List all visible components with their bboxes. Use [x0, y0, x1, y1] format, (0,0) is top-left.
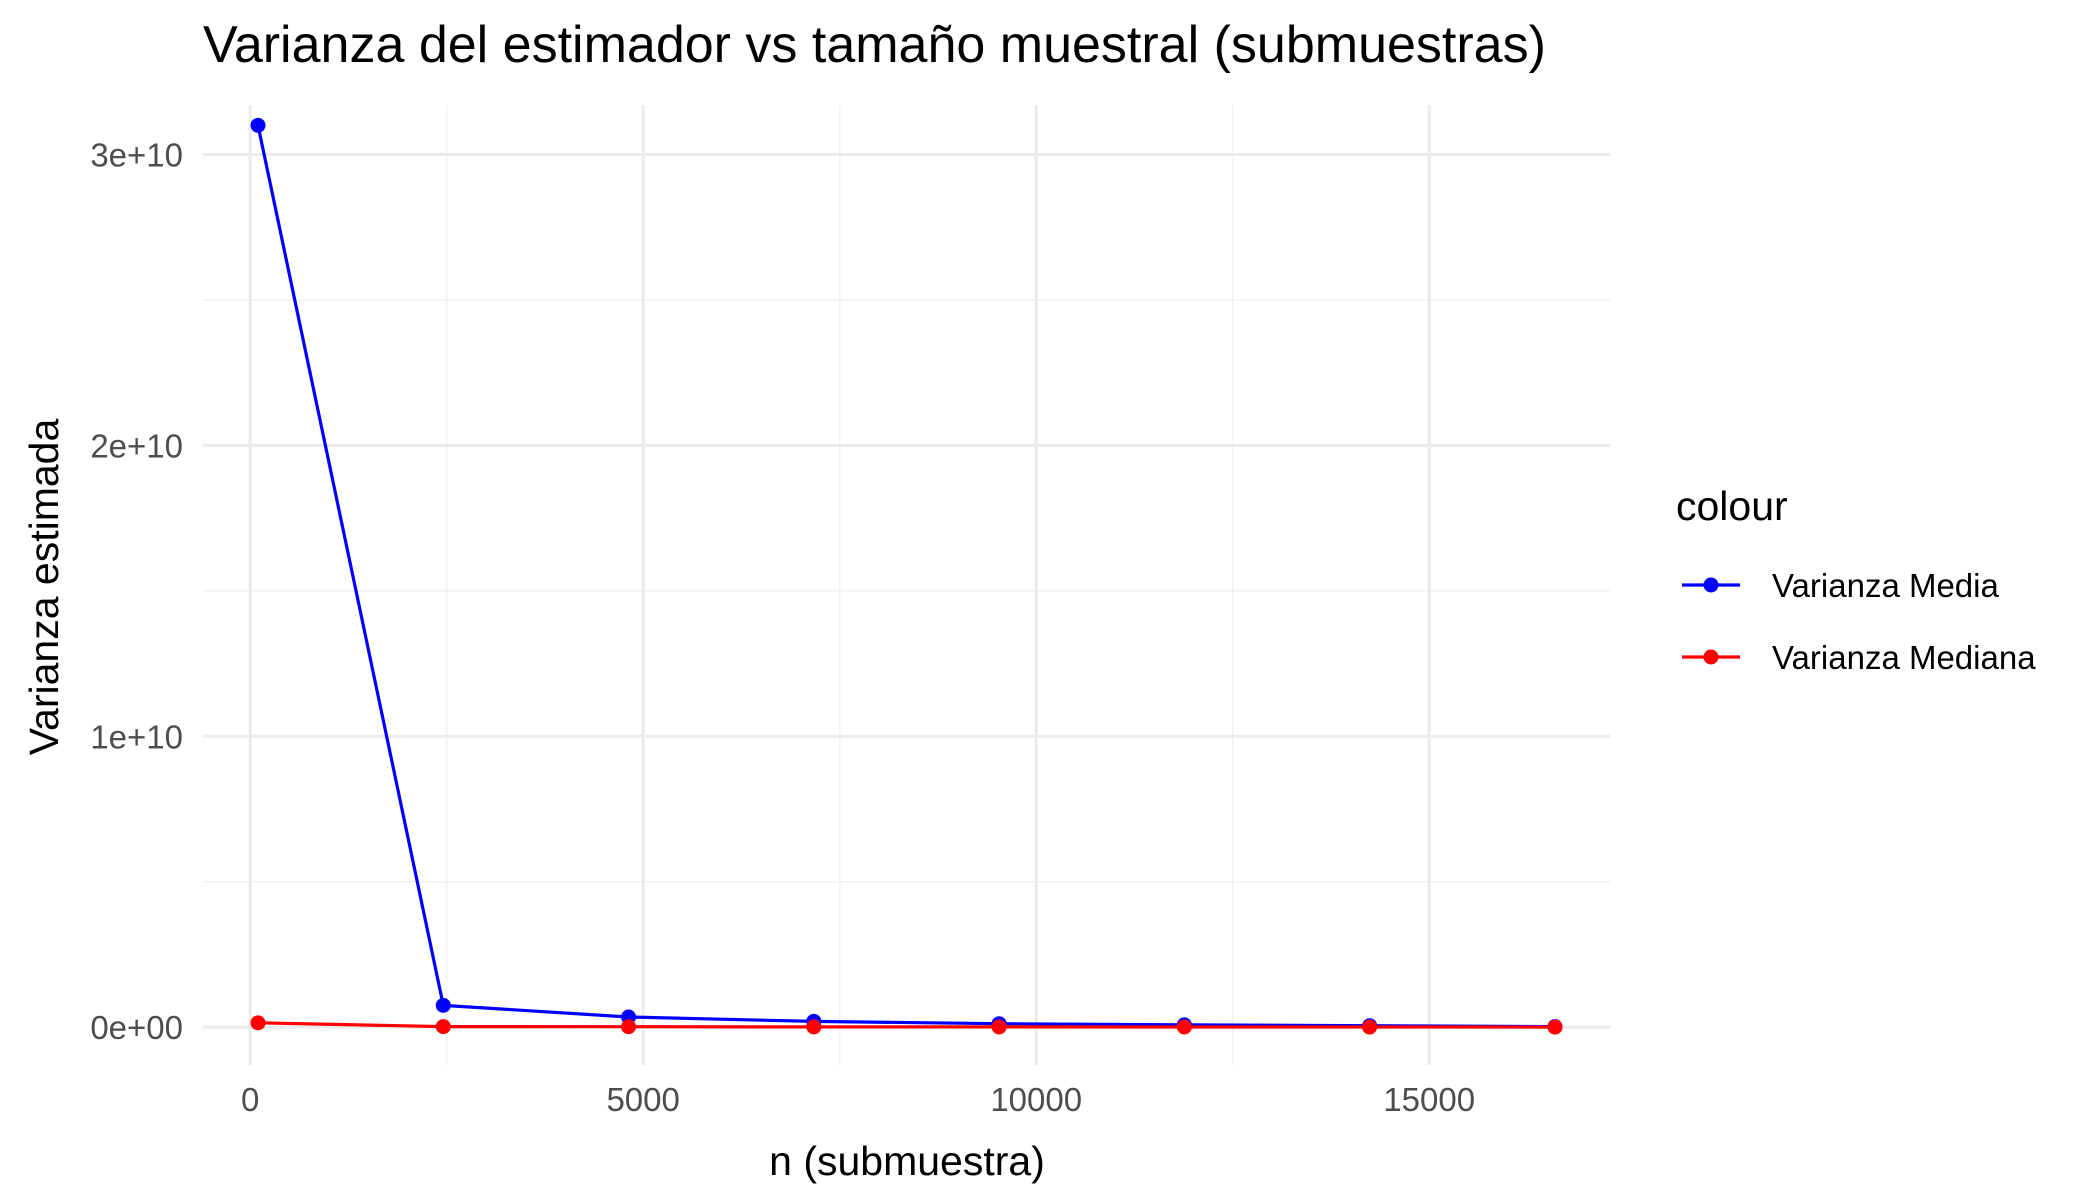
series-layer [250, 117, 1563, 1035]
data-point-varianza-mediana [1547, 1019, 1563, 1035]
x-axis-title: n (submuestra) [769, 1138, 1045, 1184]
data-point-varianza-mediana [991, 1019, 1007, 1035]
data-point-varianza-mediana [806, 1019, 822, 1035]
data-point-varianza-mediana [1176, 1019, 1192, 1035]
data-point-varianza-mediana [1362, 1019, 1378, 1035]
data-point-varianza-media [435, 997, 451, 1013]
legend-items: Varianza Media Varianza Mediana [1682, 567, 2036, 676]
x-tick-label: 0 [241, 1081, 259, 1118]
data-point-varianza-media [250, 117, 266, 133]
legend: colour Varianza Media Varianza Mediana [1676, 483, 2036, 676]
x-tick-label: 5000 [606, 1081, 679, 1118]
data-point-varianza-mediana [435, 1019, 451, 1035]
tick-labels: 0e+00 1e+10 2e+10 3e+10 0 5000 10000 15000 [90, 136, 1475, 1118]
legend-key-point [1703, 577, 1719, 593]
legend-label: Varianza Media [1772, 567, 1999, 604]
legend-key-point [1703, 649, 1719, 665]
y-tick-label: 2e+10 [90, 427, 183, 464]
legend-item-varianza-mediana: Varianza Mediana [1682, 639, 2036, 676]
grid [203, 105, 1610, 1065]
y-tick-label: 0e+00 [90, 1009, 183, 1046]
legend-item-varianza-media: Varianza Media [1682, 567, 1999, 604]
data-point-varianza-mediana [250, 1015, 266, 1031]
legend-label: Varianza Mediana [1772, 639, 2036, 676]
y-axis-title: Varianza estimada [21, 419, 67, 756]
y-tick-label: 3e+10 [90, 136, 183, 173]
x-tick-label: 15000 [1383, 1081, 1475, 1118]
x-tick-label: 10000 [990, 1081, 1082, 1118]
legend-title: colour [1676, 483, 1788, 529]
chart-title: Varianza del estimador vs tamaño muestra… [203, 16, 1546, 74]
data-point-varianza-mediana [621, 1019, 637, 1035]
series-line-varianza-mediana [256, 1021, 1557, 1029]
series-line-varianza-media [256, 123, 1557, 1029]
y-tick-label: 1e+10 [90, 718, 183, 755]
